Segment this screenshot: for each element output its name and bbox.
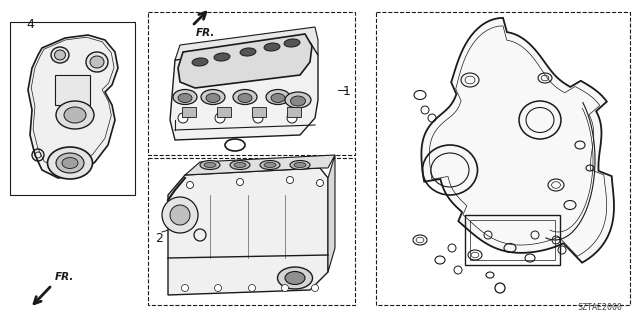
Text: 2: 2	[155, 232, 163, 245]
Ellipse shape	[64, 107, 86, 123]
Ellipse shape	[264, 163, 276, 167]
Ellipse shape	[234, 163, 246, 167]
Ellipse shape	[290, 161, 310, 170]
Polygon shape	[328, 155, 335, 272]
Ellipse shape	[284, 39, 300, 47]
Ellipse shape	[206, 93, 220, 102]
Ellipse shape	[173, 90, 197, 105]
Text: FR.: FR.	[55, 272, 74, 282]
Ellipse shape	[86, 52, 108, 72]
Bar	[182, 107, 196, 117]
Circle shape	[182, 284, 189, 292]
Polygon shape	[178, 34, 312, 88]
Ellipse shape	[62, 157, 78, 169]
Ellipse shape	[266, 90, 290, 105]
Ellipse shape	[200, 161, 220, 170]
Ellipse shape	[291, 96, 305, 106]
Ellipse shape	[240, 48, 256, 56]
Bar	[376, 12, 630, 305]
Polygon shape	[185, 155, 335, 175]
Circle shape	[186, 181, 193, 188]
Ellipse shape	[90, 56, 104, 68]
Circle shape	[287, 113, 297, 123]
Ellipse shape	[214, 53, 230, 61]
Ellipse shape	[233, 90, 257, 105]
Text: 4: 4	[26, 18, 34, 31]
Ellipse shape	[51, 47, 69, 63]
Polygon shape	[28, 35, 118, 178]
Circle shape	[287, 177, 294, 183]
Ellipse shape	[285, 92, 311, 108]
Ellipse shape	[260, 161, 280, 170]
Bar	[10, 22, 135, 195]
Ellipse shape	[192, 58, 208, 66]
Circle shape	[214, 284, 221, 292]
Ellipse shape	[238, 93, 252, 102]
Ellipse shape	[47, 147, 93, 179]
Bar	[252, 107, 266, 117]
Ellipse shape	[294, 163, 306, 167]
Circle shape	[312, 284, 319, 292]
Circle shape	[253, 113, 263, 123]
Ellipse shape	[278, 267, 312, 289]
Circle shape	[170, 205, 190, 225]
Text: FR.: FR.	[196, 28, 216, 38]
Ellipse shape	[271, 93, 285, 102]
Polygon shape	[175, 27, 318, 60]
Circle shape	[237, 179, 243, 186]
Ellipse shape	[178, 93, 192, 102]
Ellipse shape	[56, 153, 84, 173]
Bar	[217, 107, 231, 117]
Polygon shape	[168, 168, 328, 295]
Polygon shape	[421, 18, 614, 263]
Ellipse shape	[230, 161, 250, 170]
Circle shape	[317, 180, 323, 187]
Ellipse shape	[201, 90, 225, 105]
Bar	[148, 12, 355, 155]
Bar	[287, 107, 301, 117]
Ellipse shape	[285, 271, 305, 284]
Circle shape	[178, 113, 188, 123]
Bar	[148, 158, 355, 305]
Text: SZTAE2000: SZTAE2000	[577, 303, 622, 312]
Circle shape	[282, 284, 289, 292]
Ellipse shape	[54, 50, 65, 60]
Text: 1: 1	[343, 85, 351, 98]
Ellipse shape	[56, 101, 94, 129]
Circle shape	[248, 284, 255, 292]
Bar	[55, 75, 90, 105]
Ellipse shape	[204, 163, 216, 167]
Ellipse shape	[264, 43, 280, 51]
Circle shape	[215, 113, 225, 123]
Polygon shape	[170, 42, 318, 140]
Circle shape	[162, 197, 198, 233]
Text: 3: 3	[496, 18, 504, 31]
